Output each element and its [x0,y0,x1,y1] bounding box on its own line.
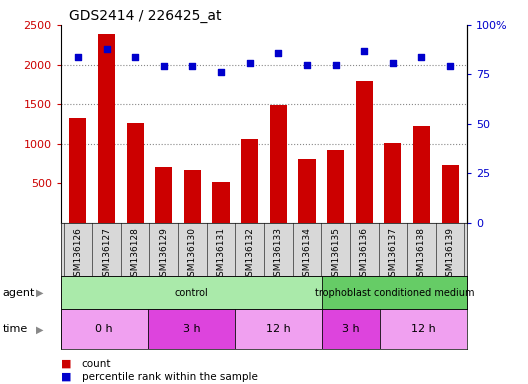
Text: GSM136139: GSM136139 [446,227,455,282]
Bar [155,167,172,223]
Point [188,63,196,70]
Point [246,60,254,66]
Text: 12 h: 12 h [411,324,436,334]
Point [446,63,454,70]
Text: GDS2414 / 226425_at: GDS2414 / 226425_at [69,8,221,23]
Text: GSM136134: GSM136134 [303,227,312,282]
Text: time: time [3,324,28,334]
Bar [380,309,467,349]
Text: GSM136131: GSM136131 [216,227,225,282]
Point [159,63,168,70]
Bar [413,126,430,223]
Text: 12 h: 12 h [266,324,291,334]
Text: GSM136132: GSM136132 [245,227,254,282]
Bar [241,139,258,223]
Text: 3 h: 3 h [342,324,360,334]
Text: GSM136133: GSM136133 [274,227,283,282]
Text: trophoblast conditioned medium: trophoblast conditioned medium [315,288,475,298]
Bar [270,105,287,223]
Text: 3 h: 3 h [183,324,200,334]
Bar [322,309,380,349]
Text: ▶: ▶ [36,324,43,334]
Text: GSM136128: GSM136128 [130,227,140,282]
Bar [98,35,115,223]
Point [74,53,82,60]
Point [217,70,225,76]
Text: GSM136130: GSM136130 [188,227,197,282]
Bar [235,309,322,349]
Bar [322,276,467,309]
Point [389,60,397,66]
Bar [69,118,87,223]
Bar [61,276,322,309]
Text: GSM136126: GSM136126 [73,227,82,282]
Text: GSM136135: GSM136135 [331,227,340,282]
Point [360,48,369,54]
Point [274,50,282,56]
Bar [127,123,144,223]
Text: GSM136136: GSM136136 [360,227,369,282]
Text: control: control [175,288,208,298]
Text: count: count [82,359,111,369]
Text: ▶: ▶ [36,288,43,298]
Bar [184,170,201,223]
Text: agent: agent [3,288,35,298]
Bar [441,165,459,223]
Bar [356,81,373,223]
Bar [327,150,344,223]
Bar [298,159,316,223]
Text: GSM136127: GSM136127 [102,227,111,282]
Text: ■: ■ [61,372,71,382]
Text: GSM136137: GSM136137 [388,227,398,282]
Point [102,46,111,52]
Point [303,61,311,68]
Bar [61,309,148,349]
Text: ■: ■ [61,359,71,369]
Bar [212,182,230,223]
Point [417,53,426,60]
Text: percentile rank within the sample: percentile rank within the sample [82,372,258,382]
Point [332,61,340,68]
Bar [384,143,401,223]
Bar [148,309,235,349]
Point [131,53,139,60]
Text: 0 h: 0 h [96,324,113,334]
Text: GSM136138: GSM136138 [417,227,426,282]
Text: GSM136129: GSM136129 [159,227,168,282]
